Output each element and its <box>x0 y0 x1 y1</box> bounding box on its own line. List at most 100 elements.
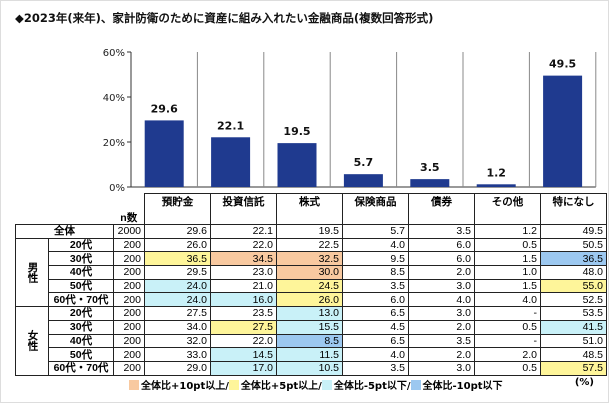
table-row: 40代 200 29.5 23.0 30.0 8.5 2.0 1.0 48.0 <box>16 265 607 280</box>
n-cell: 200 <box>113 333 145 349</box>
legend-label: 全体比-10pt以下 <box>422 381 503 392</box>
row-label: 30代 <box>48 251 114 267</box>
value-cell: 4.0 <box>342 347 409 362</box>
value-cell: 23.5 <box>210 306 277 321</box>
column-header: 株式 <box>276 193 343 225</box>
group-label: 男性 <box>15 237 49 308</box>
y-tick-label: 0% <box>109 183 125 194</box>
table-row: 50代 200 24.0 21.0 24.5 3.5 3.0 1.5 55.0 <box>16 278 607 294</box>
value-cell: 2.0 <box>408 265 475 280</box>
n-cell: 200 <box>113 265 145 280</box>
legend-item: 全体比-5pt以下/ <box>321 380 411 392</box>
value-cell: 3.0 <box>408 278 475 294</box>
value-cell: 24.5 <box>276 278 343 294</box>
row-label: 50代 <box>48 278 114 294</box>
value-cell: 10.5 <box>276 360 343 376</box>
legend-label: 全体比-5pt以下/ <box>333 381 411 392</box>
value-cell: 33.0 <box>144 347 211 362</box>
column-header: 特になし <box>540 193 607 225</box>
value-cell: 0.5 <box>474 237 541 253</box>
row-label: 40代 <box>48 333 114 349</box>
value-cell: 14.5 <box>210 347 277 362</box>
table-row: 30代 200 36.5 34.5 32.5 9.5 6.0 1.5 36.5 <box>16 251 607 267</box>
data-label: 49.5 <box>549 58 576 71</box>
value-cell: 23.0 <box>210 265 277 280</box>
value-cell: 4.0 <box>408 292 475 308</box>
legend-swatch <box>410 380 421 390</box>
n-cell: 200 <box>113 237 145 253</box>
data-label: 22.1 <box>217 119 244 132</box>
row-label: 20代 <box>48 237 114 253</box>
bar <box>211 137 251 187</box>
value-cell: 11.5 <box>276 347 343 362</box>
bar <box>343 174 383 187</box>
value-cell: 9.5 <box>342 251 409 267</box>
value-cell: 6.0 <box>342 292 409 308</box>
value-cell: 24.0 <box>144 292 211 308</box>
row-label: 60代・70代 <box>48 292 114 308</box>
value-cell: 1.5 <box>474 251 541 267</box>
value-cell: 57.5 <box>540 360 607 376</box>
bar <box>476 184 516 187</box>
table-row: 60代・70代 200 24.0 16.0 26.0 6.0 4.0 4.0 52.5 <box>16 292 607 308</box>
y-tick-label: 60% <box>103 48 125 59</box>
value-cell: 3.0 <box>408 306 475 321</box>
n-cell: 200 <box>113 278 145 294</box>
value-cell: 22.5 <box>276 237 343 253</box>
row-label: 全体 <box>15 224 114 239</box>
row-label: 60代・70代 <box>48 360 114 376</box>
value-cell: 34.0 <box>144 319 211 335</box>
value-cell: 22.0 <box>210 333 277 349</box>
value-cell: 0.5 <box>474 360 541 376</box>
column-header: その他 <box>474 193 541 225</box>
data-label: 5.7 <box>354 156 374 169</box>
legend-item: 全体比+10pt以上/ <box>129 380 229 392</box>
table-row: 40代 200 32.0 22.0 8.5 6.5 3.5-51.0 <box>16 333 607 349</box>
row-label: 50代 <box>48 347 114 362</box>
value-cell: 8.5 <box>342 265 409 280</box>
table-row: 女性 20代 200 27.5 23.5 13.0 6.5 3.0-53.5 <box>15 306 607 376</box>
legend-swatch <box>228 380 239 390</box>
value-cell: 41.5 <box>540 319 607 335</box>
data-label: 1.2 <box>486 166 506 179</box>
n-cell: 200 <box>113 251 145 267</box>
value-cell: 48.0 <box>540 265 607 280</box>
value-cell: 6.5 <box>342 333 409 349</box>
data-label: 3.5 <box>420 161 440 174</box>
bar <box>277 143 317 187</box>
value-cell: 1.5 <box>474 278 541 294</box>
bar <box>410 179 450 187</box>
table-row: 男性 20代 200 26.0 22.0 22.5 4.0 6.0 0.5 50.5 <box>15 237 607 308</box>
value-cell: 27.5 <box>144 306 211 321</box>
value-cell: 5.7 <box>342 224 409 239</box>
value-cell: - <box>474 333 541 349</box>
y-tick-label: 20% <box>103 138 125 149</box>
value-cell: 3.0 <box>408 360 475 376</box>
value-cell: 29.6 <box>144 224 211 239</box>
value-cell: 50.5 <box>540 237 607 253</box>
value-cell: 3.5 <box>408 224 475 239</box>
value-cell: 29.5 <box>144 265 211 280</box>
n-cell: 2000 <box>113 224 145 239</box>
table-row: 60代・70代 200 29.0 17.0 10.5 3.5 3.0 0.5 57.5 <box>16 360 607 376</box>
value-cell: 3.5 <box>342 278 409 294</box>
value-cell: 3.5 <box>342 360 409 376</box>
value-cell: 52.5 <box>540 292 607 308</box>
value-cell: 26.0 <box>276 292 343 308</box>
value-cell: 13.0 <box>276 306 343 321</box>
table-row: 30代 200 34.0 27.5 15.5 4.5 2.0 0.5 41.5 <box>16 319 607 335</box>
column-header: 債券 <box>408 193 475 225</box>
value-cell: 16.0 <box>210 292 277 308</box>
data-label: 19.5 <box>283 125 310 138</box>
legend-item: 全体比-10pt以下 <box>410 380 503 392</box>
value-cell: 0.5 <box>474 319 541 335</box>
n-cell: 200 <box>113 360 145 376</box>
value-cell: 34.5 <box>210 251 277 267</box>
value-cell: - <box>474 306 541 321</box>
value-cell: 22.1 <box>210 224 277 239</box>
value-cell: 32.5 <box>276 251 343 267</box>
blank-header <box>15 193 114 225</box>
legend-swatch <box>321 380 332 390</box>
table-row: 全体 2000 29.6 22.1 19.5 5.7 3.5 1.2 49.5 <box>15 224 607 239</box>
